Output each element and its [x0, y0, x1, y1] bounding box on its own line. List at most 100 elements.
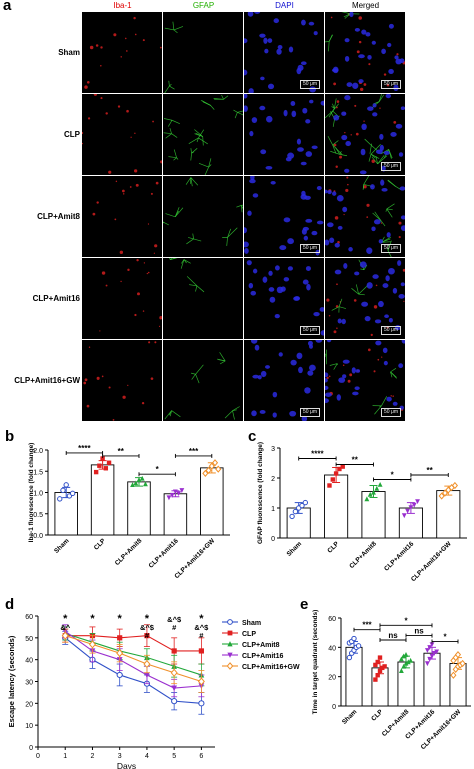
legend-label: Sham — [242, 620, 261, 627]
data-point — [166, 495, 172, 501]
data-point — [169, 492, 175, 498]
data-point — [380, 665, 385, 671]
data-point — [340, 464, 345, 469]
data-point — [337, 466, 342, 472]
legend-label: CLP+Amit8 — [242, 642, 280, 649]
y-tick-label: 20 — [25, 701, 33, 708]
legend-label: CLP — [242, 631, 256, 638]
series-line — [64, 637, 202, 704]
scale-bar: 50 μm — [381, 162, 401, 171]
data-point — [374, 485, 380, 491]
significance-label: **** — [311, 450, 324, 459]
legend-label: CLP+Amit16+GW — [242, 664, 300, 671]
y-tick-label: 0.5 — [33, 512, 43, 519]
data-point — [411, 502, 417, 508]
micrograph-r2-c3 — [244, 94, 324, 175]
significance-label: ** — [352, 456, 359, 465]
significance-label: *** — [362, 621, 372, 630]
micrograph-r5-c1 — [82, 340, 162, 421]
y-axis-label: Time in target quadrant (seconds) — [312, 610, 319, 715]
row-label-5: CLP+Amit16+GW — [14, 376, 80, 385]
data-point — [215, 465, 222, 473]
data-point — [408, 657, 414, 663]
significance-label: * — [156, 465, 160, 474]
micrograph-r2-c1 — [82, 94, 162, 175]
micrograph-r1-c1 — [82, 12, 162, 93]
data-point — [171, 648, 177, 654]
significance-label: **** — [78, 444, 91, 453]
data-point — [401, 663, 407, 669]
data-point — [398, 668, 404, 673]
data-point — [415, 499, 420, 505]
micrograph-r5-c4: 50 μm — [325, 340, 405, 421]
data-point — [208, 462, 215, 470]
x-tick-label: 2 — [91, 753, 95, 760]
data-point — [198, 648, 204, 654]
row-label-2: CLP — [64, 130, 80, 139]
data-point — [330, 477, 335, 482]
data-point — [373, 677, 378, 682]
x-axis-label: Days — [117, 761, 136, 769]
scale-bar: 50 μm — [300, 80, 320, 89]
panel-a-letter: a — [3, 0, 12, 14]
data-point — [327, 483, 332, 488]
y-tick-label: 0 — [332, 704, 336, 711]
annotation-mark: * — [63, 613, 68, 625]
data-point — [438, 492, 445, 500]
annotation-mark: &^$ — [167, 615, 182, 624]
data-point — [227, 641, 233, 647]
data-point — [424, 661, 430, 667]
x-tick-label: CLP+Amit16+GW — [410, 540, 453, 583]
data-point — [205, 466, 212, 475]
bar — [200, 467, 224, 536]
data-point — [405, 659, 411, 665]
x-tick-label: CLP+Amit8 — [348, 540, 378, 570]
data-point — [302, 499, 309, 506]
row-label-4: CLP+Amit16 — [32, 294, 80, 303]
annotation-mark: &^ — [60, 623, 70, 632]
scale-bar: 50 μm — [381, 244, 401, 253]
micrograph-r4-c1 — [82, 258, 162, 339]
data-point — [60, 487, 66, 494]
data-point — [333, 471, 339, 476]
data-point — [211, 459, 219, 467]
data-point — [403, 660, 409, 666]
x-tick-label: CLP — [93, 537, 108, 552]
data-point — [454, 651, 462, 659]
data-point — [401, 653, 407, 659]
data-point — [375, 673, 380, 678]
data-point — [198, 700, 205, 707]
data-point — [373, 662, 378, 668]
significance-label: *** — [189, 447, 199, 456]
bar — [127, 481, 151, 536]
x-tick-label: 5 — [172, 753, 176, 760]
data-point — [351, 635, 357, 642]
significance-label: * — [404, 616, 408, 625]
annotation-mark: * — [90, 613, 95, 625]
scale-bar: 50 μm — [381, 326, 401, 335]
y-tick-label: 60 — [25, 614, 33, 621]
series-line — [65, 635, 202, 683]
y-tick-label: 0.0 — [33, 533, 43, 540]
data-point — [133, 480, 139, 486]
micrograph-r4-c3: 50 μm — [244, 258, 324, 339]
data-point — [116, 648, 124, 658]
y-axis-label: Iba-1 fluorescence (fold change) — [28, 443, 35, 543]
data-point — [227, 619, 233, 625]
data-point — [382, 664, 387, 669]
micrograph-r2-c4: 50 μm — [325, 94, 405, 175]
y-axis-label: Escape latency (seconds) — [7, 635, 16, 727]
y-tick-label: 0 — [29, 745, 33, 752]
data-point — [424, 648, 430, 653]
x-tick-label: Sham — [53, 537, 71, 555]
column-header-4: Merged — [351, 1, 380, 10]
data-point — [179, 488, 185, 494]
annotation-mark: * — [145, 613, 150, 625]
y-tick-label: 20 — [328, 675, 336, 682]
data-point — [143, 659, 151, 669]
data-point — [346, 654, 353, 661]
data-point — [171, 698, 178, 705]
x-tick-label: CLP — [326, 540, 341, 555]
data-point — [408, 505, 414, 511]
panel-c-letter: c — [248, 428, 257, 445]
